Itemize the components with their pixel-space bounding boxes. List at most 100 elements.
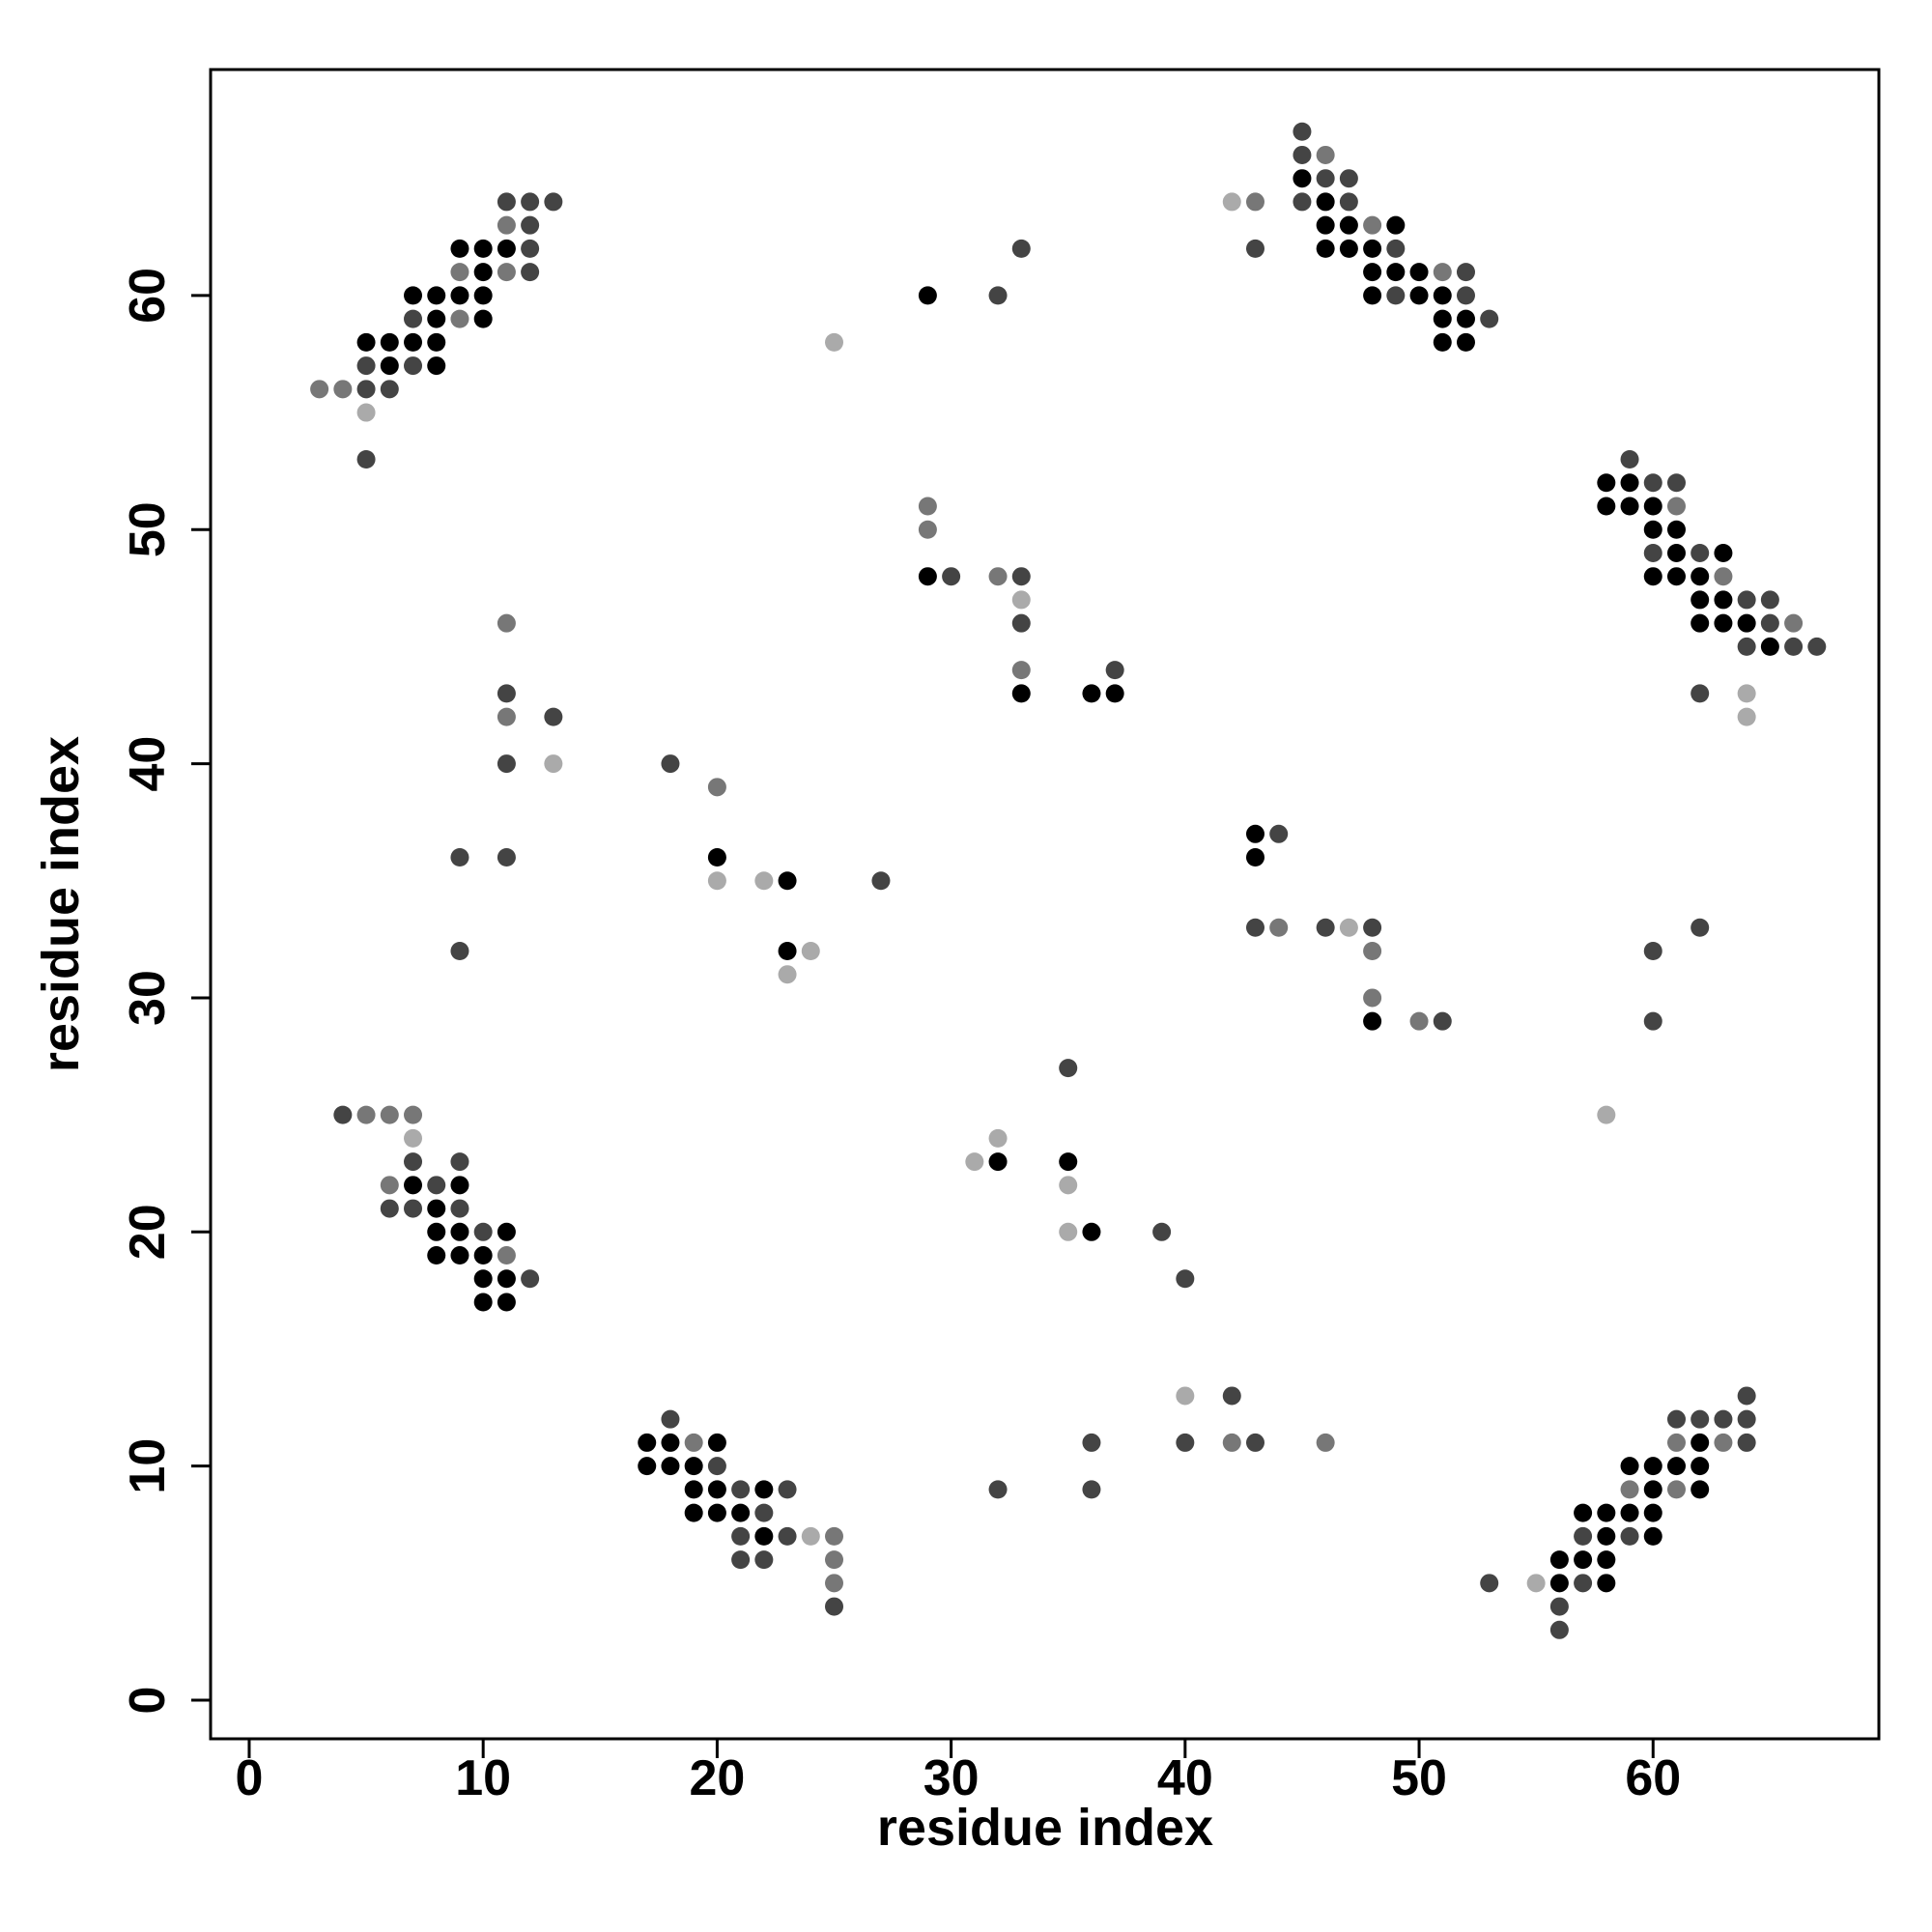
point [1597,1105,1616,1124]
point [1386,263,1406,282]
y-tick-label: 60 [120,268,176,324]
point [404,1176,423,1195]
point [1456,332,1475,352]
point [638,1433,657,1452]
point [1433,1011,1452,1031]
point [1363,918,1382,937]
point [965,1152,984,1172]
point [1690,1433,1710,1452]
point [1293,122,1312,141]
point [1152,1222,1172,1241]
point [1363,239,1382,258]
point [473,263,493,282]
point [1714,590,1733,610]
point [404,286,423,305]
point [684,1503,703,1522]
point [521,239,540,258]
point [427,332,446,352]
point [427,356,446,376]
point [473,1293,493,1312]
point [450,941,469,960]
point [1597,1550,1616,1570]
point [427,309,446,328]
point [918,520,937,539]
point [825,332,844,352]
point [1737,707,1756,726]
point [473,309,493,328]
point [473,286,493,305]
point [544,754,563,774]
point [1714,1433,1733,1452]
point [1245,824,1264,843]
point [1059,1152,1078,1172]
point [1760,613,1779,633]
point [1386,286,1406,305]
point [1666,497,1686,516]
point [801,941,820,960]
point [1620,473,1639,493]
point [427,1222,446,1241]
point [707,1503,726,1522]
point [1011,590,1031,610]
point [1456,309,1475,328]
point [1643,1526,1662,1546]
point [380,356,399,376]
point [450,848,469,867]
point [1737,1386,1756,1406]
point [988,1152,1008,1172]
point [1666,1409,1686,1429]
y-tick-label: 30 [120,970,176,1026]
point [404,332,423,352]
x-tick-label: 0 [236,1750,264,1806]
point [473,1269,493,1289]
point [1245,239,1264,258]
point [1316,239,1335,258]
point [1433,286,1452,305]
point [778,965,797,984]
point [497,684,516,703]
point [497,1222,516,1241]
point [356,356,376,376]
point [450,239,469,258]
point [1737,637,1756,656]
point [1316,169,1335,188]
point [1409,263,1429,282]
point [1222,192,1241,212]
point [450,1199,469,1218]
point [1082,684,1101,703]
point [1386,215,1406,235]
point [473,1246,493,1265]
point [1480,309,1499,328]
point [1760,590,1779,610]
point [450,263,469,282]
point [1643,1457,1662,1476]
point [1176,1269,1195,1289]
point [1549,1597,1569,1616]
point [1269,918,1289,937]
point [754,871,774,891]
point [497,1269,516,1289]
point [404,356,423,376]
point [1409,286,1429,305]
point [1176,1386,1195,1406]
point [684,1433,703,1452]
point [1059,1059,1078,1078]
point [497,707,516,726]
point [1597,1526,1616,1546]
point [707,1457,726,1476]
point [450,1176,469,1195]
point [1807,637,1827,656]
point [356,380,376,399]
point [356,403,376,422]
point [1433,263,1452,282]
point [1643,941,1662,960]
y-tick-label: 10 [120,1438,176,1494]
point [1456,263,1475,282]
point [1363,263,1382,282]
point [1690,1409,1710,1429]
point [497,613,516,633]
point [1456,286,1475,305]
point [1293,145,1312,164]
point [1690,543,1710,562]
point [1643,473,1662,493]
